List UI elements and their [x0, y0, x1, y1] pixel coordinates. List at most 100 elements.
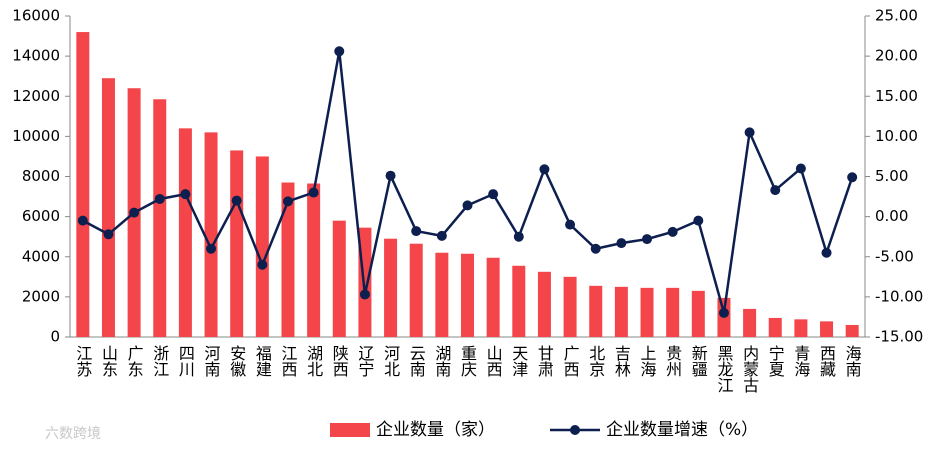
y-tick-label: 6000 — [22, 207, 60, 225]
legend-label: 企业数量增速（%） — [606, 420, 758, 440]
bar — [820, 321, 834, 337]
y2-tick-label: 5.00 — [875, 167, 908, 185]
x-tick-label: 湖南 — [432, 345, 451, 377]
line-marker — [821, 247, 832, 258]
line-marker — [257, 259, 268, 270]
line-marker — [206, 243, 217, 254]
line-marker — [513, 231, 524, 242]
bar — [691, 290, 705, 337]
bar — [409, 243, 423, 337]
bar — [230, 150, 244, 337]
y-tick-label: 8000 — [22, 167, 60, 185]
bar — [537, 271, 551, 337]
y2-tick-label: 0.00 — [875, 207, 908, 225]
bar — [332, 220, 346, 337]
line-marker — [334, 46, 345, 57]
line-marker — [488, 189, 499, 200]
line-marker — [385, 170, 396, 181]
line-marker — [590, 243, 601, 254]
line-marker — [77, 215, 88, 226]
y-tick-label: 0 — [50, 328, 60, 346]
x-tick-label: 浙江 — [150, 345, 169, 377]
bar — [486, 257, 500, 337]
bar — [666, 287, 680, 337]
x-tick-label: 四川 — [176, 345, 195, 377]
x-tick-label: 山西 — [484, 345, 503, 377]
x-tick-label: 广西 — [561, 345, 580, 377]
line-marker — [436, 230, 447, 241]
line-marker — [308, 187, 319, 198]
bar — [768, 317, 782, 337]
line-marker — [462, 200, 473, 211]
y-tick-label: 14000 — [12, 47, 60, 65]
x-tick-label: 安徽 — [227, 345, 246, 377]
line-marker — [795, 163, 806, 174]
line-marker — [642, 234, 653, 245]
y-tick-label: 10000 — [12, 127, 60, 145]
x-tick-label: 新疆 — [689, 345, 708, 377]
bar — [255, 156, 269, 337]
bar — [384, 238, 398, 337]
x-tick-label: 江苏 — [73, 345, 92, 378]
line-marker — [847, 172, 858, 183]
legend-swatch — [330, 423, 370, 437]
bar — [76, 32, 90, 338]
x-tick-label: 河北 — [381, 345, 400, 377]
line-marker — [103, 229, 114, 240]
bar — [743, 308, 757, 337]
line-marker — [770, 185, 781, 196]
bar — [461, 253, 474, 337]
bar — [281, 182, 295, 337]
bar — [101, 78, 115, 337]
x-tick-label: 甘肃 — [535, 345, 554, 377]
x-tick-label: 青海 — [791, 345, 810, 377]
y2-tick-label: -15.00 — [875, 328, 923, 346]
x-tick-label: 河南 — [202, 345, 221, 377]
x-tick-label: 云南 — [407, 345, 426, 377]
bar — [307, 183, 321, 337]
x-tick-label: 陕西 — [330, 345, 349, 377]
line-marker — [744, 127, 755, 138]
bar — [178, 128, 192, 337]
y-tick-label: 16000 — [12, 7, 60, 25]
y2-tick-label: -5.00 — [875, 247, 914, 265]
y2-tick-label: 25.00 — [875, 7, 918, 25]
bar — [204, 132, 218, 337]
x-tick-label: 黑龙江 — [714, 345, 733, 393]
line-marker — [616, 238, 627, 249]
line-marker — [565, 219, 576, 230]
x-tick-label: 重庆 — [458, 345, 477, 377]
bar — [845, 324, 859, 337]
line-marker — [411, 226, 422, 237]
x-tick-label: 北京 — [586, 345, 605, 378]
legend-swatch — [570, 425, 580, 435]
y-tick-label: 4000 — [22, 247, 60, 265]
y2-tick-label: 20.00 — [875, 47, 918, 65]
bar — [640, 287, 654, 337]
x-tick-label: 贵州 — [663, 345, 682, 377]
line-marker — [231, 195, 242, 206]
line-marker — [539, 164, 550, 175]
y-tick-label: 2000 — [22, 287, 60, 305]
bar — [435, 252, 449, 337]
y2-tick-label: 15.00 — [875, 87, 918, 105]
x-tick-label: 福建 — [253, 345, 272, 377]
x-tick-label: 江西 — [278, 345, 297, 377]
bar — [512, 265, 526, 337]
x-tick-label: 宁夏 — [766, 345, 785, 377]
y-tick-label: 12000 — [12, 87, 60, 105]
bar — [614, 286, 628, 337]
line-marker — [693, 215, 704, 226]
line-marker — [667, 226, 678, 237]
y2-tick-label: -10.00 — [875, 287, 923, 305]
x-tick-label: 西藏 — [817, 345, 836, 378]
x-tick-label: 广东 — [125, 345, 144, 377]
y2-tick-label: 10.00 — [875, 127, 918, 145]
line-marker — [154, 193, 165, 204]
bar — [794, 319, 808, 337]
x-tick-label: 辽宁 — [355, 345, 374, 377]
x-tick-label: 上海 — [638, 345, 657, 377]
line-marker — [180, 189, 191, 200]
bar — [563, 276, 577, 337]
